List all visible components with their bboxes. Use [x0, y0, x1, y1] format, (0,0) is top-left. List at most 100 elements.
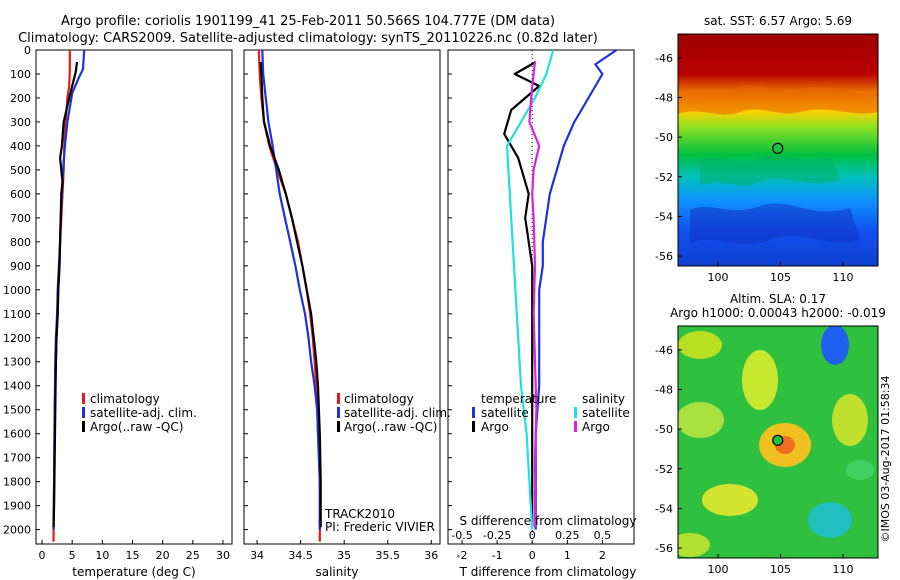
map-y-tick-label: -48 — [655, 383, 673, 396]
sla-blob — [846, 460, 874, 480]
legend-swatch-climatology — [337, 393, 340, 404]
legend-label-climatology: climatology — [344, 392, 414, 406]
salinity-xlabel: salinity — [315, 565, 358, 579]
legend-label-argo: Argo(..raw -QC) — [344, 420, 437, 434]
difference-panel — [447, 49, 635, 545]
x-tick-label: 2 — [599, 549, 606, 562]
map-y-tick-label: -56 — [655, 250, 673, 263]
depth-tick-label: 200 — [10, 92, 31, 105]
depth-tick-label: 1600 — [3, 428, 31, 441]
sla-blob — [678, 331, 722, 359]
legend-swatch-satellite — [337, 407, 340, 418]
legend-swatch-t-satellite — [472, 407, 475, 418]
sla-map-title-line2: Argo h1000: 0.00043 h2000: -0.019 — [670, 306, 886, 320]
map-y-tick-label: -56 — [655, 542, 673, 555]
difference-legend: temperature salinity satellite Argo sate… — [472, 392, 630, 434]
figure-title-line1: Argo profile: coriolis 1901199_41 25-Feb… — [61, 14, 555, 29]
legend-label-s-argo: Argo — [582, 420, 610, 434]
depth-tick-label: 1500 — [3, 404, 31, 417]
map-y-tick-label: -54 — [655, 210, 673, 223]
series-line-t_argo — [503, 61, 541, 528]
legend-swatch-t-argo — [472, 421, 475, 432]
imos-stamp: ©IMOS 03-Aug-2017 01:58:34 — [879, 376, 892, 543]
depth-tick-label: 500 — [10, 164, 31, 177]
temperature-legend: climatology satellite-adj. clim. Argo(..… — [82, 392, 197, 434]
depth-tick-label: 1300 — [3, 356, 31, 369]
depth-tick-label: 900 — [10, 260, 31, 273]
legend-swatch-argo — [82, 421, 85, 432]
series-line-argo — [259, 61, 322, 528]
map-y-tick-label: -46 — [655, 52, 673, 65]
series-line-s_satellite — [505, 50, 555, 530]
sla-blob — [678, 533, 710, 557]
x-tick-label: -2 — [457, 549, 468, 562]
map-x-tick-label: 110 — [833, 271, 854, 284]
sst-cold-patch — [690, 203, 860, 244]
top-x-tick-label: 0.5 — [594, 529, 612, 542]
x-tick-label: 0 — [39, 549, 46, 562]
x-tick-label: 1 — [564, 549, 571, 562]
series-line-s_argo — [528, 61, 541, 528]
depth-tick-label: 2000 — [3, 524, 31, 537]
x-tick-label: 15 — [125, 549, 139, 562]
map-y-tick-label: -50 — [655, 131, 673, 144]
figure-title-line2: Climatology: CARS2009. Satellite-adjuste… — [18, 31, 598, 46]
legend-label-t-argo: Argo — [481, 420, 509, 434]
temperature-panel — [35, 49, 233, 545]
top-x-tick-label: -0.5 — [451, 529, 472, 542]
depth-tick-label: 1200 — [3, 332, 31, 345]
legend-swatch-satellite — [82, 407, 85, 418]
salinity-legend: climatology satellite-adj. clim. Argo(..… — [337, 392, 451, 434]
map-x-tick-label: 105 — [770, 563, 791, 576]
top-x-tick-label: 0 — [529, 529, 536, 542]
map-x-tick-label: 100 — [708, 563, 729, 576]
legend-label-climatology: climatology — [90, 392, 160, 406]
top-x-tick-label: 0.25 — [555, 529, 580, 542]
depth-tick-label: 1700 — [3, 452, 31, 465]
legend-label-satellite: satellite-adj. clim. — [344, 406, 451, 420]
sst-map-frame — [677, 33, 879, 267]
x-tick-label: 34.5 — [288, 549, 313, 562]
sla-map-title-line1: Altim. SLA: 0.17 — [730, 292, 826, 306]
x-tick-label: 20 — [156, 549, 170, 562]
legend-swatch-argo — [337, 421, 340, 432]
depth-tick-label: 400 — [10, 140, 31, 153]
x-tick-label: 35 — [337, 549, 351, 562]
argo-location-marker — [772, 142, 784, 154]
legend-label-satellite: satellite-adj. clim. — [90, 406, 197, 420]
map-x-tick-label: 100 — [708, 271, 729, 284]
depth-tick-label: 1800 — [3, 476, 31, 489]
depth-tick-label: 300 — [10, 116, 31, 129]
depth-tick-label: 700 — [10, 212, 31, 225]
depth-tick-label: 1000 — [3, 284, 31, 297]
sla-blob — [808, 502, 852, 538]
legend-swatch-s-satellite — [574, 407, 577, 418]
pi-annotation: PI: Frederic VIVIER — [325, 520, 435, 534]
map-y-tick-label: -46 — [655, 344, 673, 357]
x-tick-label: 30 — [216, 549, 230, 562]
sla-blob — [702, 484, 758, 516]
map-y-tick-label: -52 — [655, 171, 673, 184]
x-tick-label: 0 — [529, 549, 536, 562]
sla-blob — [821, 326, 849, 365]
series-line-satellite — [261, 50, 321, 530]
argo-location-marker — [772, 434, 784, 446]
map-x-tick-label: 110 — [833, 563, 854, 576]
legend-header-temperature: temperature — [481, 392, 556, 406]
depth-tick-label: 1900 — [3, 500, 31, 513]
x-tick-label: -1 — [492, 549, 503, 562]
depth-tick-label: 0 — [24, 44, 31, 57]
legend-label-t-satellite: satellite — [481, 406, 529, 420]
map-y-tick-label: -54 — [655, 502, 673, 515]
map-y-tick-label: -48 — [655, 91, 673, 104]
track-annotation: TRACK2010 — [324, 507, 395, 521]
sla-blob — [832, 394, 868, 446]
x-tick-label: 25 — [186, 549, 200, 562]
depth-tick-label: 600 — [10, 188, 31, 201]
depth-axis: 0 100 200 300 400 500 600 700 800 900 1000 1100 1200… — [3, 44, 452, 537]
top-x-tick-label: -0.25 — [483, 529, 511, 542]
x-tick-label: 10 — [95, 549, 109, 562]
sla-map-frame — [677, 325, 879, 559]
map-y-tick-label: -50 — [655, 423, 673, 436]
